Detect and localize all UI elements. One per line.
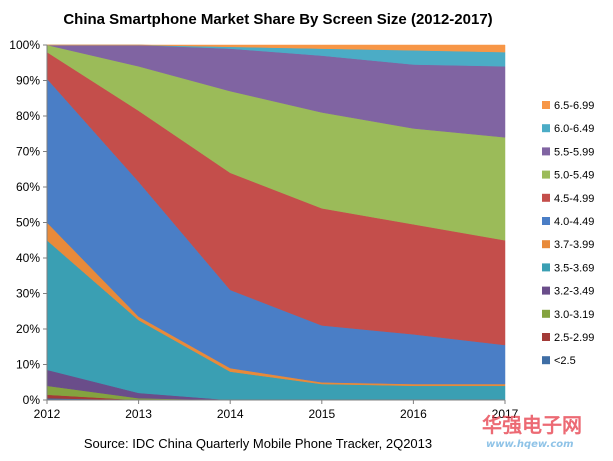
watermark-logo-text: 华强电子网 bbox=[482, 413, 582, 437]
plot-area bbox=[46, 44, 506, 401]
legend-swatch bbox=[542, 356, 550, 365]
legend: 6.5-6.99 6.0-6.49 5.5-5.99 5.0-5.49 4.5-4.99… bbox=[542, 100, 594, 367]
x-tick-label: 2016 bbox=[400, 407, 427, 421]
area-series-11 bbox=[47, 44, 506, 53]
x-tick-label: 2017 bbox=[492, 407, 519, 421]
x-tick-label: 2015 bbox=[308, 407, 335, 421]
y-tick-label: 50% bbox=[16, 216, 40, 230]
legend-label: 3.5-3.69 bbox=[554, 262, 594, 274]
legend-label: 5.5-5.99 bbox=[554, 146, 594, 158]
legend-label: 3.0-3.19 bbox=[554, 309, 594, 321]
legend-swatch bbox=[542, 193, 550, 202]
legend-label: 3.2-3.49 bbox=[554, 286, 594, 298]
y-tick-label: 100% bbox=[9, 38, 40, 52]
legend-swatch bbox=[542, 240, 550, 249]
source-note: Source: IDC China Quarterly Mobile Phone… bbox=[84, 436, 432, 451]
legend-label: 6.5-6.99 bbox=[554, 100, 594, 112]
legend-label: 3.7-3.99 bbox=[554, 239, 594, 251]
y-tick-label: 10% bbox=[16, 358, 40, 372]
x-tick-label: 2014 bbox=[217, 407, 244, 421]
y-tick-label: 80% bbox=[16, 109, 40, 123]
y-tick-label: 40% bbox=[16, 251, 40, 265]
legend-label: 4.5-4.99 bbox=[554, 193, 594, 205]
y-tick-label: 0% bbox=[23, 393, 41, 407]
y-axis-ticks: 0% 10% 20% 30% 40% 50% 60% 70% 80% 90% 100% bbox=[9, 38, 47, 407]
legend-label: 2.5-2.99 bbox=[554, 332, 594, 344]
x-axis-ticks: 2012 2013 2014 2015 2016 2017 bbox=[34, 400, 519, 421]
legend-swatch bbox=[542, 309, 550, 318]
y-tick-label: 20% bbox=[16, 322, 40, 336]
chart-title: China Smartphone Market Share By Screen … bbox=[63, 11, 492, 28]
legend-swatch bbox=[542, 101, 550, 109]
y-tick-label: 70% bbox=[16, 145, 40, 159]
legend-swatch bbox=[542, 286, 550, 295]
legend-label: 6.0-6.49 bbox=[554, 123, 594, 135]
watermark-url: www.hqew.com bbox=[486, 439, 574, 450]
legend-swatch bbox=[542, 217, 550, 225]
x-tick-label: 2013 bbox=[125, 407, 152, 421]
x-tick-label: 2012 bbox=[34, 407, 61, 421]
legend-swatch bbox=[542, 147, 550, 156]
legend-swatch bbox=[542, 124, 550, 133]
y-tick-label: 60% bbox=[16, 180, 40, 194]
watermark-logo: 华强电子网 www.hqew.com bbox=[482, 413, 582, 450]
legend-label: <2.5 bbox=[554, 355, 576, 367]
legend-swatch bbox=[542, 333, 550, 341]
y-tick-label: 90% bbox=[16, 74, 40, 88]
legend-label: 5.0-5.49 bbox=[554, 170, 594, 182]
legend-label: 4.0-4.49 bbox=[554, 216, 594, 228]
legend-swatch bbox=[542, 263, 550, 272]
y-tick-label: 30% bbox=[16, 287, 40, 301]
legend-swatch bbox=[542, 170, 550, 179]
